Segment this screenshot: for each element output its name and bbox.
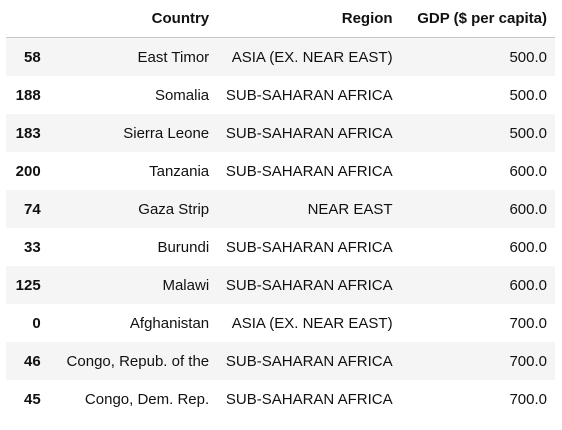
gdp-cell: 500.0 <box>509 48 547 66</box>
row-index: 188 <box>15 86 41 104</box>
region-cell: SUB-SAHARAN AFRICA <box>225 352 393 370</box>
row-index: 46 <box>24 352 41 370</box>
row-index: 74 <box>24 200 41 218</box>
region-header: Region <box>217 0 401 38</box>
table-header: Country Region GDP ($ per capita) <box>6 0 555 38</box>
region-cell: SUB-SAHARAN AFRICA <box>225 238 393 256</box>
gdp-cell: 600.0 <box>509 200 547 218</box>
gdp-cell: 500.0 <box>509 124 547 142</box>
table-row: 58 East Timor ASIA (EX. NEAR EAST) 500.0 <box>6 37 555 76</box>
table-row: 45 Congo, Dem. Rep. SUB-SAHARAN AFRICA 7… <box>6 380 555 418</box>
region-cell: NEAR EAST <box>307 200 393 218</box>
region-cell: SUB-SAHARAN AFRICA <box>225 276 393 294</box>
country-header: Country <box>48 0 218 38</box>
row-index: 200 <box>15 162 41 180</box>
region-cell: SUB-SAHARAN AFRICA <box>225 86 393 104</box>
region-cell: ASIA (EX. NEAR EAST) <box>231 48 393 66</box>
gdp-cell: 600.0 <box>509 162 547 180</box>
region-cell: ASIA (EX. NEAR EAST) <box>231 314 393 332</box>
country-cell: Sierra Leone <box>123 124 210 142</box>
row-index: 0 <box>32 314 41 332</box>
region-cell: SUB-SAHARAN AFRICA <box>225 162 393 180</box>
country-cell: Burundi <box>157 238 210 256</box>
country-cell: Malawi <box>162 276 210 294</box>
table-row: 200 Tanzania SUB-SAHARAN AFRICA 600.0 <box>6 152 555 190</box>
gdp-cell: 700.0 <box>509 352 547 370</box>
country-cell: Tanzania <box>149 162 210 180</box>
gdp-header: GDP ($ per capita) <box>400 0 555 38</box>
country-cell: Gaza Strip <box>138 200 210 218</box>
gdp-cell: 700.0 <box>509 314 547 332</box>
index-header <box>6 0 49 38</box>
row-index: 58 <box>24 48 41 66</box>
gdp-cell: 600.0 <box>509 238 547 256</box>
dataframe-table: Country Region GDP ($ per capita) 58 Eas… <box>6 0 555 418</box>
gdp-cell: 700.0 <box>509 390 547 408</box>
country-cell: Congo, Dem. Rep. <box>84 390 210 408</box>
row-index: 33 <box>24 238 41 256</box>
table-row: 46 Congo, Repub. of the SUB-SAHARAN AFRI… <box>6 342 555 380</box>
table-row: 188 Somalia SUB-SAHARAN AFRICA 500.0 <box>6 76 555 114</box>
table-row: 183 Sierra Leone SUB-SAHARAN AFRICA 500.… <box>6 114 555 152</box>
country-cell: Afghanistan <box>129 314 210 332</box>
table-body: 58 East Timor ASIA (EX. NEAR EAST) 500.0… <box>6 37 555 418</box>
country-cell: Somalia <box>154 86 210 104</box>
country-cell: East Timor <box>137 48 210 66</box>
row-index: 125 <box>15 276 41 294</box>
table-row: 125 Malawi SUB-SAHARAN AFRICA 600.0 <box>6 266 555 304</box>
gdp-cell: 600.0 <box>509 276 547 294</box>
header-row: Country Region GDP ($ per capita) <box>6 0 555 38</box>
table-row: 0 Afghanistan ASIA (EX. NEAR EAST) 700.0 <box>6 304 555 342</box>
table-row: 33 Burundi SUB-SAHARAN AFRICA 600.0 <box>6 228 555 266</box>
table-row: 74 Gaza Strip NEAR EAST 600.0 <box>6 190 555 228</box>
row-index: 45 <box>24 390 41 408</box>
gdp-cell: 500.0 <box>509 86 547 104</box>
country-cell: Congo, Repub. of the <box>66 352 210 370</box>
region-cell: SUB-SAHARAN AFRICA <box>225 390 393 408</box>
region-cell: SUB-SAHARAN AFRICA <box>225 124 393 142</box>
row-index: 183 <box>15 124 41 142</box>
